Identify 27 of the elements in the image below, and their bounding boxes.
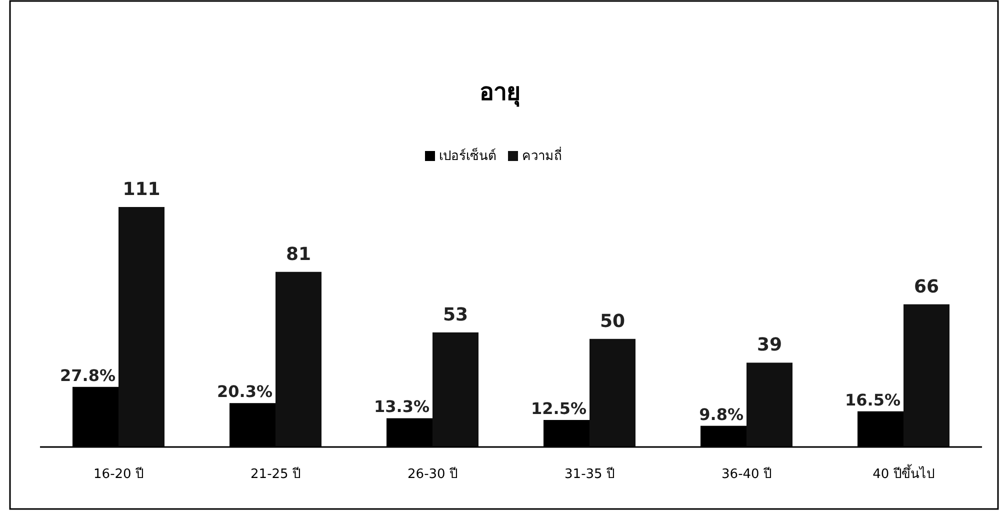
data-label: 12.5%	[530, 398, 586, 418]
legend-label: เปอร์เซ็นต์	[439, 146, 496, 164]
legend-label: ความถี่	[522, 147, 562, 164]
x-tick-label: 31-35 ปี	[564, 466, 614, 482]
bar	[276, 272, 322, 447]
bar	[746, 362, 792, 447]
data-label: 16.5%	[844, 390, 900, 410]
data-label: 13.3%	[374, 397, 430, 416]
data-label: 9.8%	[699, 404, 744, 424]
x-tick-label: 26-30 ปี	[408, 466, 458, 482]
bar	[432, 332, 478, 447]
bar	[590, 338, 636, 447]
data-label: 66	[914, 276, 940, 298]
bar	[118, 207, 164, 447]
data-label: 50	[600, 310, 626, 332]
data-label: 39	[756, 334, 782, 356]
x-tick-label: 36-40 ปี	[722, 466, 772, 482]
data-label: 20.3%	[216, 382, 272, 402]
x-tick-label: 21-25 ปี	[250, 466, 300, 482]
data-label: 53	[442, 304, 468, 326]
x-tick-label: 40 ปีขึ้นไป	[872, 464, 934, 482]
data-label: 27.8%	[60, 366, 116, 385]
bar	[904, 304, 950, 447]
chart-title: อายุ	[480, 78, 520, 108]
data-label: 111	[122, 179, 160, 200]
x-tick-label: 16-20 ปี	[94, 466, 144, 482]
data-label: 81	[286, 244, 312, 265]
